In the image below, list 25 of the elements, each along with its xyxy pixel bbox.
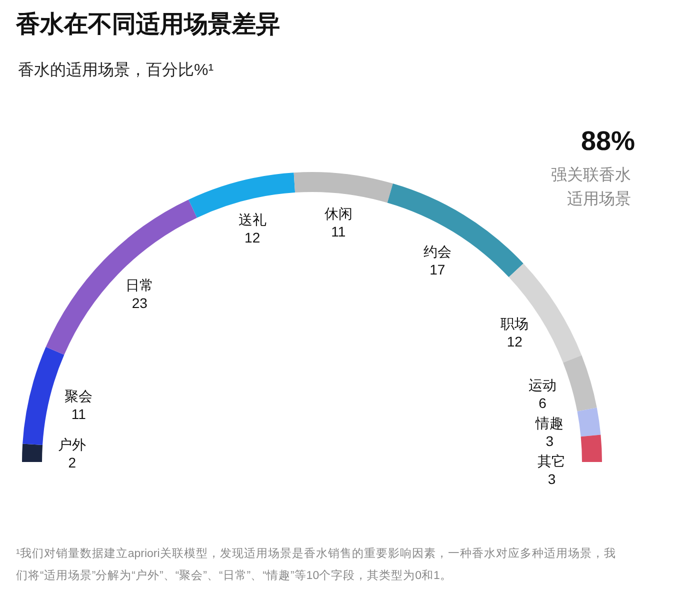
data-label: 3	[548, 471, 556, 488]
text: 88%	[580, 126, 635, 157]
slice-label: 运动	[528, 377, 556, 394]
text: ¹我们对销量数据建立apriori关联模型，发现适用场景是香水销售的重要影响因素，一种香水对应多种适用场景，我们将“适用场景”分解为“户外”、“聚会”、“日常”、“情趣”等10个字段，其类型为0和1。	[16, 546, 617, 584]
data-label: 17	[430, 261, 446, 278]
data-label: 12	[244, 230, 260, 246]
slice-label: 情趣	[534, 415, 564, 432]
slice-label: 日常	[126, 276, 154, 293]
slice-label: 送礼	[238, 212, 266, 228]
slice-label: 职场	[500, 315, 529, 332]
slice-label: 约会	[423, 243, 452, 260]
data-label: 11	[331, 223, 346, 240]
chart-subtitle: 香水的适用场景，百分比%¹	[18, 60, 214, 81]
slice-label: 休闲	[324, 205, 352, 222]
slice-label: 户外	[58, 436, 86, 452]
text: 强关联香水适用场景	[550, 166, 631, 210]
data-label: 3	[546, 433, 554, 450]
data-label: 23	[132, 294, 148, 311]
data-label: 12	[506, 333, 523, 350]
chart-title: 香水在不同适用场景差异	[16, 10, 280, 40]
slice-label: 聚会	[64, 388, 93, 404]
data-label: 11	[71, 406, 86, 422]
data-label: 6	[538, 395, 547, 412]
data-label: 2	[68, 454, 76, 470]
slice-label: 其它	[538, 453, 566, 470]
